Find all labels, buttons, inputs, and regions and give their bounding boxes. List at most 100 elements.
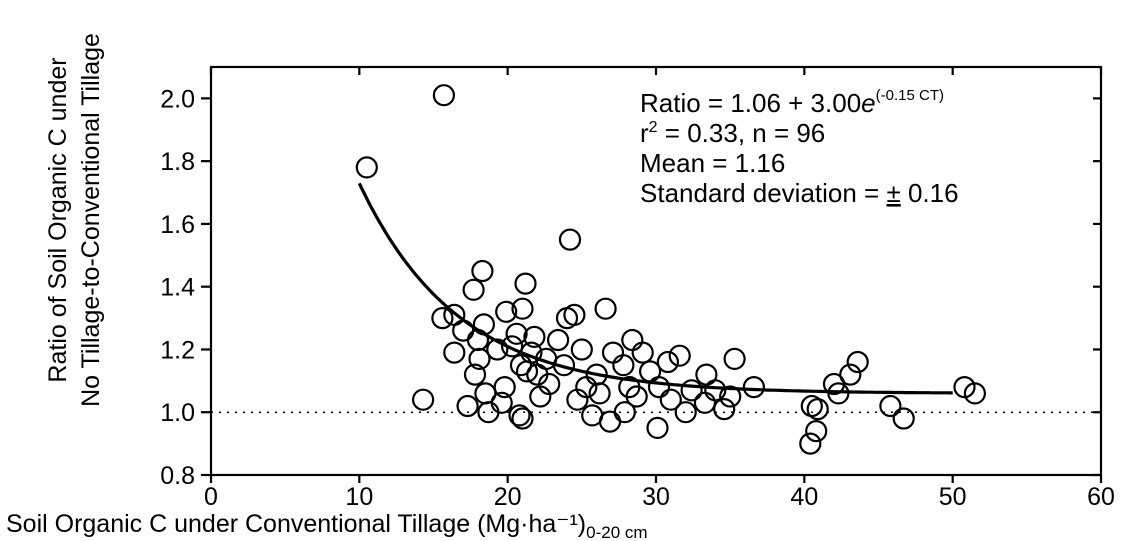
data-point: [505, 322, 528, 345]
data-point: [621, 328, 644, 352]
data-point: [631, 341, 654, 364]
data-point: [719, 385, 742, 408]
axis-ticks: 0 10 20 30 40 50 60 0.8 1.0 1.2 1.4 1.6 1.8 2.0: [160, 67, 1115, 511]
y-tick-label: 1.0: [160, 399, 195, 427]
data-point: [355, 156, 378, 179]
data-point: [514, 272, 537, 295]
y-tick-label: 1.8: [160, 148, 195, 176]
data-point: [443, 341, 466, 364]
data-point: [806, 398, 829, 421]
std-dev-value: 0.16: [901, 178, 959, 208]
data-point: [558, 228, 582, 251]
data-point: [625, 385, 648, 408]
y-tick-label: 0.8: [160, 462, 195, 490]
y-tick-label: 1.6: [160, 211, 195, 239]
data-point: [495, 300, 518, 323]
fit-stats-text: r2 = 0.33, n = 96: [640, 118, 825, 148]
data-point: [656, 350, 680, 374]
data-point: [486, 338, 509, 361]
y-tick-label: 1.4: [160, 274, 195, 302]
data-point: [432, 84, 455, 107]
data-point: [668, 344, 691, 367]
data-point: [839, 363, 862, 386]
fit-equation-exponent: (-0.15 CT): [876, 87, 944, 104]
data-point: [508, 404, 531, 427]
x-tick-label: 50: [939, 483, 967, 511]
data-point: [827, 382, 850, 405]
fit-stats-rest: = 0.33, n = 96: [658, 118, 826, 148]
y-tick-label: 1.2: [160, 336, 195, 364]
data-point: [598, 410, 622, 433]
data-point: [463, 363, 487, 386]
data-point: [552, 354, 576, 377]
x-tick-label: 10: [345, 483, 373, 511]
data-point: [546, 328, 570, 352]
data-point: [472, 313, 495, 336]
r-symbol: r: [640, 118, 649, 148]
fit-curve: [357, 182, 953, 395]
data-point: [477, 401, 500, 424]
x-tick-label: 40: [790, 483, 818, 511]
data-point: [674, 401, 697, 424]
data-point: [892, 407, 915, 430]
data-point: [493, 376, 516, 399]
data-point: [456, 394, 479, 418]
data-point: [963, 382, 987, 405]
data-point: [511, 407, 534, 430]
y-axis-title-line2: No Tillage-to-Conventional Tillage: [77, 33, 105, 407]
data-point: [601, 341, 625, 364]
x-tick-label: 0: [204, 483, 218, 511]
x-tick-label: 20: [494, 483, 522, 511]
fit-equation-e: e: [861, 88, 875, 118]
y-tick-label: 2.0: [160, 85, 195, 113]
r-squared-superscript: 2: [649, 119, 658, 136]
data-point: [509, 354, 533, 377]
std-dev-text: Standard deviation = ± 0.16: [640, 178, 959, 208]
x-axis-title: Soil Organic C under Conventional Tillag…: [6, 510, 648, 541]
fit-equation-text: Ratio = 1.06 + 3.00e(-0.15 CT): [640, 87, 944, 118]
data-point: [647, 376, 671, 399]
data-point: [566, 388, 589, 411]
data-point: [412, 388, 435, 411]
data-point: [693, 391, 717, 414]
std-dev-prefix: Standard deviation =: [640, 178, 886, 208]
data-point: [462, 278, 485, 301]
data-points: [355, 84, 987, 455]
data-point: [846, 350, 869, 374]
data-point: [879, 394, 902, 418]
data-point: [612, 354, 635, 377]
data-point: [805, 420, 828, 443]
data-point: [713, 398, 736, 421]
data-point: [680, 379, 703, 402]
x-tick-label: 30: [642, 483, 670, 511]
data-point: [452, 319, 475, 342]
data-point: [799, 432, 822, 455]
plus-minus-symbol: ±: [886, 178, 900, 208]
data-point: [742, 376, 766, 399]
data-point: [570, 338, 593, 361]
data-point: [468, 347, 491, 370]
fit-equation-prefix: Ratio = 1.06 + 3.00: [640, 88, 861, 118]
data-point: [529, 385, 552, 408]
data-point: [646, 416, 669, 439]
data-point: [431, 307, 454, 330]
data-point: [594, 297, 617, 320]
ylabel-background: [118, 215, 162, 395]
data-point: [523, 325, 546, 348]
x-axis-title-main: Soil Organic C under Conventional Tillag…: [6, 510, 586, 538]
mean-text: Mean = 1.16: [640, 148, 785, 178]
data-point: [659, 388, 682, 411]
data-point: [723, 347, 746, 370]
data-point: [563, 303, 586, 326]
data-point: [500, 335, 524, 358]
x-axis-title-subscript: 0-20 cm: [586, 523, 647, 541]
data-point: [515, 360, 539, 383]
annotation-background: [630, 75, 1093, 225]
y-axis-title-line1: Ratio of Soil Organic C under: [44, 57, 72, 382]
data-point: [588, 382, 611, 405]
data-point: [613, 401, 636, 424]
data-point: [471, 259, 494, 283]
x-tick-label: 60: [1087, 483, 1115, 511]
